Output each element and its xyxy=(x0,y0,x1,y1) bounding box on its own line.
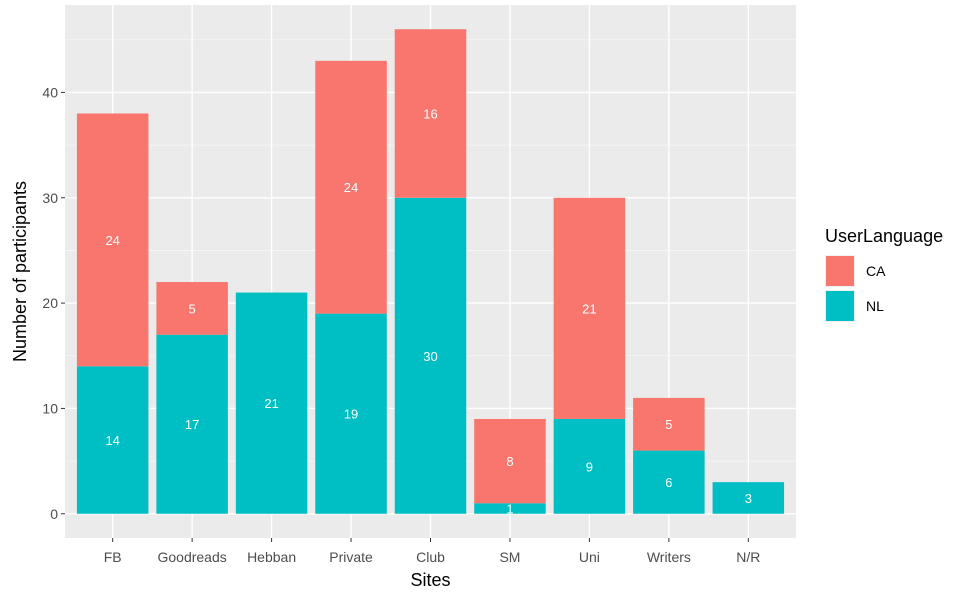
x-tick-label: Hebban xyxy=(247,549,296,565)
bar-ca-goodreads xyxy=(156,282,228,335)
legend-title: UserLanguage xyxy=(825,226,943,246)
legend: UserLanguage CA NL xyxy=(825,226,943,322)
bar-ca-fb xyxy=(76,113,149,367)
y-tick-label: 30 xyxy=(42,190,58,206)
bar-ca-club xyxy=(394,29,467,198)
bar-nl-uni xyxy=(553,418,626,514)
x-tick-label: SM xyxy=(499,549,520,565)
bar-label-nl: 30 xyxy=(423,349,437,364)
bar-label-nl: 17 xyxy=(185,417,199,432)
legend-label-nl: NL xyxy=(866,298,884,314)
bar-label-nl: 3 xyxy=(745,491,752,506)
y-tick-label: 10 xyxy=(42,400,58,416)
bar-label-ca: 5 xyxy=(189,301,196,316)
legend-swatch-ca xyxy=(826,256,854,286)
y-axis: 0 10 20 30 40 xyxy=(42,84,65,522)
bars xyxy=(76,29,785,514)
bar-label-nl: 9 xyxy=(586,459,593,474)
bar-label-ca: 5 xyxy=(665,417,672,432)
legend-label-ca: CA xyxy=(866,263,886,279)
y-axis-title: Number of participants xyxy=(10,181,30,362)
bar-nl-goodreads xyxy=(156,334,228,514)
x-tick-label: Goodreads xyxy=(157,549,226,565)
x-tick-label: Private xyxy=(329,549,373,565)
bar-label-ca: 24 xyxy=(344,180,358,195)
x-axis: FB Goodreads Hebban Private Club SM Uni Writers… xyxy=(104,538,760,565)
bar-label-nl: 14 xyxy=(105,433,119,448)
bar-label-nl: 19 xyxy=(344,407,358,422)
y-tick-label: 20 xyxy=(42,295,58,311)
bar-nl-sm xyxy=(474,503,546,514)
x-axis-title: Sites xyxy=(410,570,450,590)
bar-ca-private xyxy=(315,60,387,314)
x-tick-label: Uni xyxy=(579,549,600,565)
bar-nl-nr xyxy=(712,482,785,514)
bar-label-nl: 6 xyxy=(665,475,672,490)
bar-nl-private xyxy=(315,313,387,514)
y-tick-label: 40 xyxy=(42,84,58,100)
legend-swatch-nl xyxy=(826,291,854,321)
bar-label-ca: 21 xyxy=(582,301,596,316)
bar-nl-writers xyxy=(633,450,705,514)
x-tick-label: N/R xyxy=(736,549,760,565)
x-tick-label: Club xyxy=(416,549,445,565)
bar-label-nl: 21 xyxy=(264,396,278,411)
bar-nl-fb xyxy=(76,366,149,514)
x-tick-label: FB xyxy=(104,549,122,565)
bar-labels: 14 24 17 5 21 19 24 30 16 1 8 9 21 6 5 3 xyxy=(105,106,752,516)
bar-ca-sm xyxy=(474,418,546,504)
bar-label-ca: 8 xyxy=(506,454,513,469)
bar-label-ca: 24 xyxy=(105,233,119,248)
x-tick-label: Writers xyxy=(647,549,691,565)
bar-label-ca: 16 xyxy=(423,106,437,121)
y-tick-label: 0 xyxy=(50,506,58,522)
bar-ca-writers xyxy=(633,397,705,451)
bar-ca-uni xyxy=(553,197,626,419)
bar-nl-club xyxy=(394,197,467,514)
bar-label-nl: 1 xyxy=(506,502,513,517)
bar-nl-hebban xyxy=(235,292,308,514)
